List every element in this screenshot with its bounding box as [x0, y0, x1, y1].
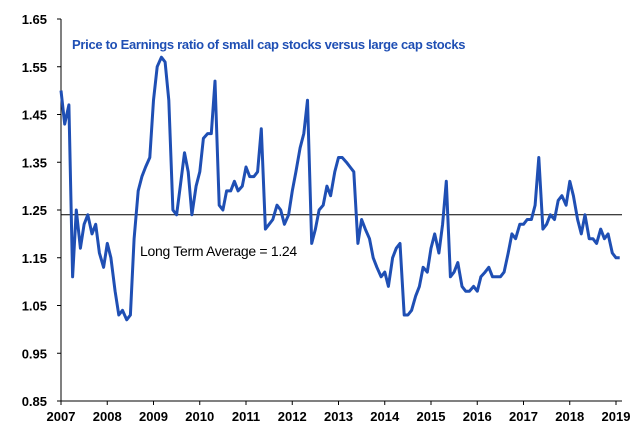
series-line-pe-ratio — [59, 55, 620, 322]
y-tick-label: 1.05 — [22, 299, 47, 314]
x-tick-label: 2013 — [324, 409, 353, 424]
x-tick-label: 2019 — [602, 409, 631, 424]
x-tick-label: 2017 — [509, 409, 538, 424]
y-tick-label: 1.45 — [22, 108, 47, 123]
y-tick-label: 1.35 — [22, 155, 47, 170]
y-tick-label: 1.55 — [22, 60, 47, 75]
x-tick-label: 2010 — [185, 409, 214, 424]
x-axis-ticks: 2007 2008 2009 2010 2011 2012 2013 2014 2015 2016… — [47, 401, 631, 424]
y-tick-label: 1.15 — [22, 251, 47, 266]
y-tick-label: 0.85 — [22, 394, 47, 409]
x-tick-label: 2011 — [232, 409, 260, 424]
x-tick-label: 2018 — [555, 409, 584, 424]
x-tick-label: 2008 — [93, 409, 122, 424]
x-tick-label: 2014 — [370, 409, 400, 424]
chart-title: Price to Earnings ratio of small cap sto… — [72, 37, 465, 52]
y-axis-ticks: 0.85 0.95 1.05 1.15 1.25 1.35 1.45 1.55 1.65 — [22, 12, 61, 409]
x-tick-label: 2015 — [417, 409, 446, 424]
x-tick-label: 2009 — [139, 409, 168, 424]
x-tick-label: 2016 — [463, 409, 492, 424]
x-tick-label: 2012 — [278, 409, 307, 424]
y-tick-label: 0.95 — [22, 346, 47, 361]
x-tick-label: 2007 — [47, 409, 76, 424]
y-tick-label: 1.65 — [22, 12, 47, 27]
long-term-average-label: Long Term Average = 1.24 — [140, 243, 297, 259]
y-tick-label: 1.25 — [22, 203, 47, 218]
